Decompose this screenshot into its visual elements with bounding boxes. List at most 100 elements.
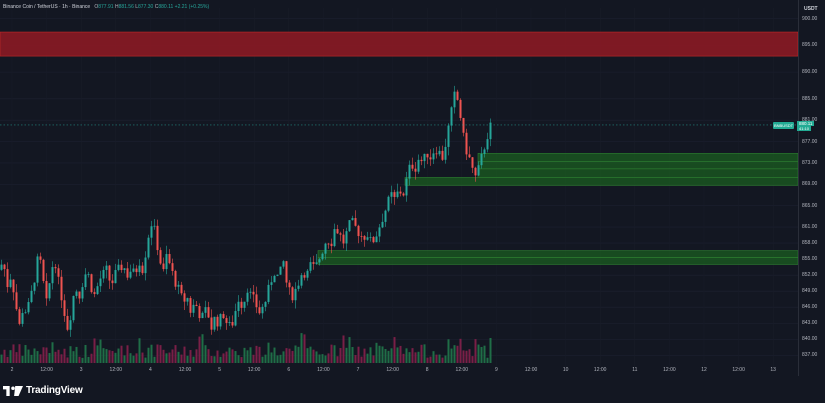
volume-bar xyxy=(222,353,225,363)
candle-body xyxy=(156,225,159,251)
volume-bar xyxy=(378,345,381,363)
candle-body xyxy=(231,322,234,326)
price-tick: 855.00 xyxy=(802,256,818,263)
candle-body xyxy=(117,264,120,271)
candle-body xyxy=(354,218,357,226)
volume-bar xyxy=(150,344,153,363)
volume-bar xyxy=(402,353,405,363)
volume-bar xyxy=(6,356,9,363)
candle-body xyxy=(51,267,54,284)
candle-body xyxy=(0,264,3,270)
volume-bar xyxy=(270,352,273,363)
candle-body xyxy=(96,286,99,295)
candle-body xyxy=(60,276,63,301)
candle-body xyxy=(474,167,477,176)
symbol-title[interactable]: Binance Coin / TetherUS · 1h · Binance xyxy=(3,4,91,10)
volume-bar xyxy=(393,337,396,363)
candle-body xyxy=(234,311,237,326)
tradingview-logo-icon xyxy=(3,385,23,396)
candle-body xyxy=(114,270,117,284)
volume-bar xyxy=(300,333,303,363)
candle-body xyxy=(21,313,24,324)
volume-bar xyxy=(186,355,189,363)
candle-body xyxy=(168,254,171,264)
candle-body xyxy=(426,153,429,158)
volume-bar xyxy=(318,354,321,363)
candle-body xyxy=(174,270,177,287)
volume-bar xyxy=(279,354,282,363)
volume-bar xyxy=(444,355,447,363)
time-tick: 12:00 xyxy=(732,367,745,373)
candle-body xyxy=(309,262,312,271)
volume-bar xyxy=(294,345,297,363)
volume-bar xyxy=(189,350,192,363)
volume-bar xyxy=(471,356,474,363)
candle-body xyxy=(441,150,444,160)
candle-body xyxy=(444,146,447,160)
candle-body xyxy=(465,132,468,155)
volume-bar xyxy=(282,351,285,363)
volume-bar xyxy=(450,348,453,363)
volume-bar xyxy=(441,357,444,363)
candle-body xyxy=(180,284,183,294)
volume-bar xyxy=(201,334,204,363)
volume-bar xyxy=(477,344,480,363)
volume-bar xyxy=(96,345,99,363)
volume-bar xyxy=(429,356,432,363)
volume-bar xyxy=(474,339,477,363)
volume-bar xyxy=(105,349,108,363)
volume-bar xyxy=(354,355,357,363)
price-tick: 837.00 xyxy=(802,352,818,359)
volume-bar xyxy=(309,346,312,363)
volume-bar xyxy=(9,350,12,363)
volume-bar xyxy=(324,355,327,363)
candle-body xyxy=(249,291,252,293)
volume-bar xyxy=(204,345,207,363)
candle-body xyxy=(402,193,405,196)
candlestick-chart[interactable] xyxy=(0,0,798,376)
candle-body xyxy=(222,314,225,319)
time-tick: 6 xyxy=(287,367,291,373)
time-tick: 9 xyxy=(495,367,498,373)
price-tick: 846.00 xyxy=(802,304,818,311)
volume-bar xyxy=(234,351,237,363)
price-tick: 852.00 xyxy=(802,272,818,279)
candle-body xyxy=(99,278,102,287)
time-axis[interactable]: 2 12:00 3 12:00 4 12:00 5 12:00 6 12:00 7 12:00 8 12:… xyxy=(0,366,798,376)
volume-bar xyxy=(423,344,426,363)
volume-bar xyxy=(486,357,489,363)
volume-bars xyxy=(0,333,492,363)
candle-body xyxy=(192,304,195,313)
candle-body xyxy=(348,220,351,232)
volume-bar xyxy=(144,357,147,363)
candle-body xyxy=(126,268,129,278)
candle-body xyxy=(399,191,402,194)
candle-body xyxy=(111,280,114,284)
volume-bar xyxy=(405,348,408,363)
volume-bar xyxy=(111,350,114,363)
volume-bar xyxy=(261,356,264,363)
price-zones xyxy=(0,31,798,265)
currency-label[interactable]: USDT xyxy=(804,6,818,12)
time-tick: 8 xyxy=(425,367,429,373)
time-tick: 12:00 xyxy=(317,367,330,373)
volume-bar xyxy=(57,349,60,363)
volume-bar xyxy=(27,349,30,363)
volume-bar xyxy=(480,346,483,363)
volume-bar xyxy=(456,345,459,363)
volume-bar xyxy=(207,349,210,363)
volume-bar xyxy=(45,347,48,363)
tradingview-logo[interactable]: TradingView xyxy=(3,385,83,396)
time-tick: 12 xyxy=(701,367,707,373)
candle-body xyxy=(375,236,378,243)
volume-bar xyxy=(81,357,84,363)
volume-bar xyxy=(219,356,222,363)
symbol-legend[interactable]: Binance Coin / TetherUS · 1h · Binance O… xyxy=(3,4,209,10)
chart-pane[interactable]: Binance Coin / TetherUS · 1h · Binance O… xyxy=(0,0,798,376)
price-tick: 900.00 xyxy=(802,15,818,22)
candle-body xyxy=(216,316,219,327)
price-axis[interactable]: USDT 900.00 895.00 890.00 885.00 881.00 877.0… xyxy=(798,0,825,376)
candle-body xyxy=(438,150,441,155)
volume-bar xyxy=(153,356,156,363)
